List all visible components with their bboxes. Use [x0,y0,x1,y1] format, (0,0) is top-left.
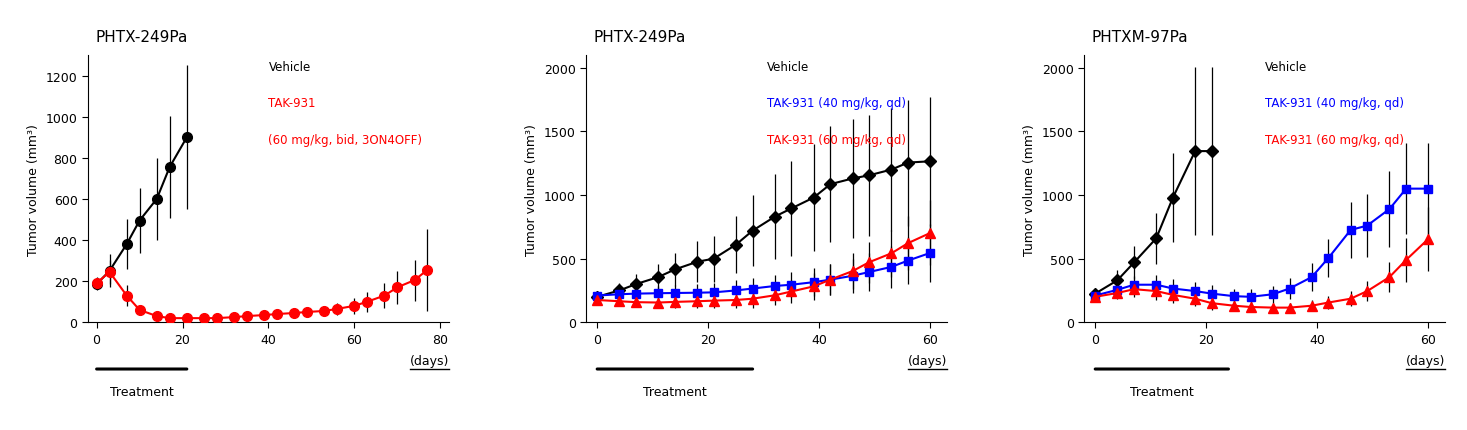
Text: Treatment: Treatment [1130,385,1194,398]
Text: (days): (days) [1405,354,1445,368]
Text: Vehicle: Vehicle [268,61,311,74]
Text: TAK-931 (60 mg/kg, qd): TAK-931 (60 mg/kg, qd) [1265,133,1404,146]
Text: Treatment: Treatment [643,385,707,398]
Text: (days): (days) [409,354,449,368]
Text: Treatment: Treatment [110,385,173,398]
Text: PHTXM-97Pa: PHTXM-97Pa [1091,30,1188,45]
Y-axis label: Tumor volume (mm³): Tumor volume (mm³) [28,123,40,255]
Y-axis label: Tumor volume (mm³): Tumor volume (mm³) [525,123,538,255]
Text: TAK-931 (40 mg/kg, qd): TAK-931 (40 mg/kg, qd) [1265,97,1404,110]
Text: PHTX-249Pa: PHTX-249Pa [95,30,188,45]
Text: (days): (days) [908,354,948,368]
Text: TAK-931: TAK-931 [268,97,315,110]
Text: PHTX-249Pa: PHTX-249Pa [593,30,685,45]
Text: TAK-931 (60 mg/kg, qd): TAK-931 (60 mg/kg, qd) [767,133,905,146]
Text: Vehicle: Vehicle [767,61,808,74]
Text: Vehicle: Vehicle [1265,61,1307,74]
Text: TAK-931 (40 mg/kg, qd): TAK-931 (40 mg/kg, qd) [767,97,905,110]
Text: (60 mg/kg, bid, 3ON4OFF): (60 mg/kg, bid, 3ON4OFF) [268,133,422,146]
Y-axis label: Tumor volume (mm³): Tumor volume (mm³) [1024,123,1036,255]
